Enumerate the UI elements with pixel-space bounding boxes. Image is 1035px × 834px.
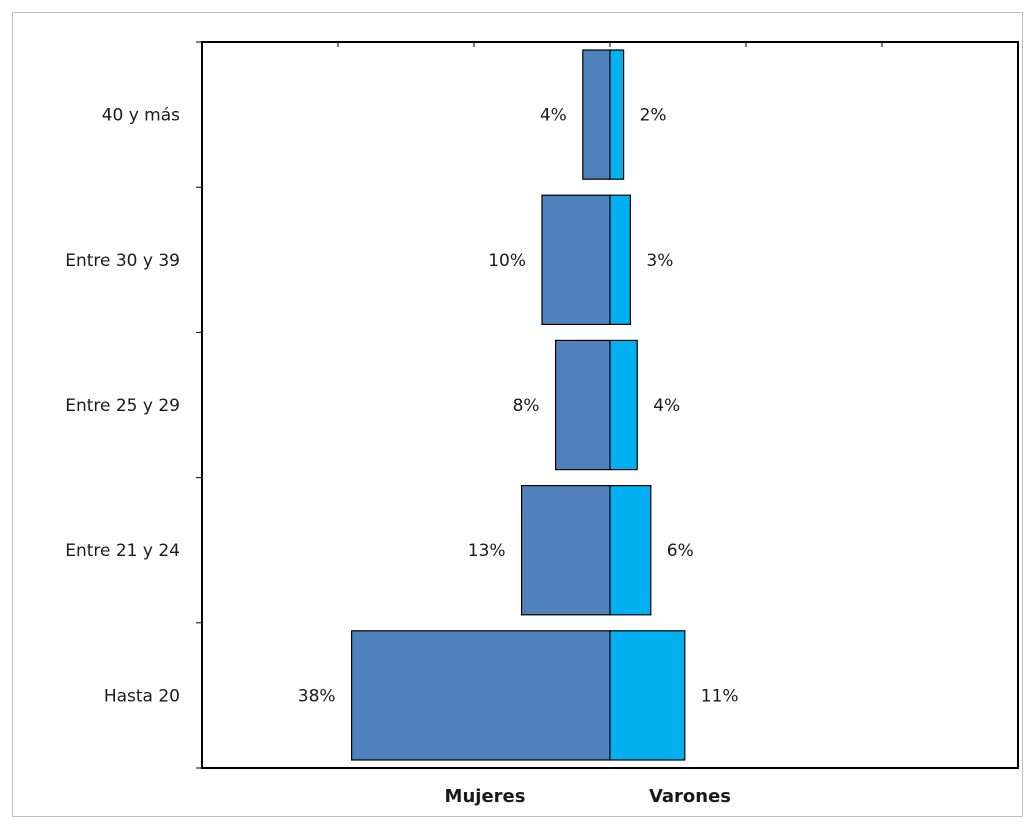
bar-varones xyxy=(609,630,686,761)
series-label-varones: Varones xyxy=(649,786,731,807)
category-label: Hasta 20 xyxy=(104,686,180,706)
bar-mujeres xyxy=(351,630,611,761)
bar-mujeres xyxy=(554,339,611,471)
category-label: Entre 30 y 39 xyxy=(65,251,180,271)
data-label-mujeres: 4% xyxy=(540,106,567,126)
data-label-varones: 4% xyxy=(653,396,680,416)
data-label-varones: 11% xyxy=(701,686,739,706)
data-label-varones: 3% xyxy=(646,251,673,271)
bar-mujeres xyxy=(520,485,611,616)
bar-mujeres xyxy=(541,194,611,325)
series-label-mujeres: Mujeres xyxy=(445,786,526,807)
bar-varones xyxy=(609,339,638,471)
bar-mujeres xyxy=(582,49,611,180)
category-label: Entre 25 y 29 xyxy=(65,396,180,416)
category-label: 40 y más xyxy=(102,106,180,126)
data-label-varones: 6% xyxy=(667,541,694,561)
bar-varones xyxy=(609,49,625,180)
data-label-mujeres: 38% xyxy=(298,686,336,706)
data-label-mujeres: 8% xyxy=(513,396,540,416)
data-label-mujeres: 10% xyxy=(488,251,526,271)
bar-varones xyxy=(609,485,652,616)
data-label-varones: 2% xyxy=(640,106,667,126)
data-label-mujeres: 13% xyxy=(468,541,506,561)
bar-varones xyxy=(609,194,631,325)
category-label: Entre 21 y 24 xyxy=(65,541,180,561)
